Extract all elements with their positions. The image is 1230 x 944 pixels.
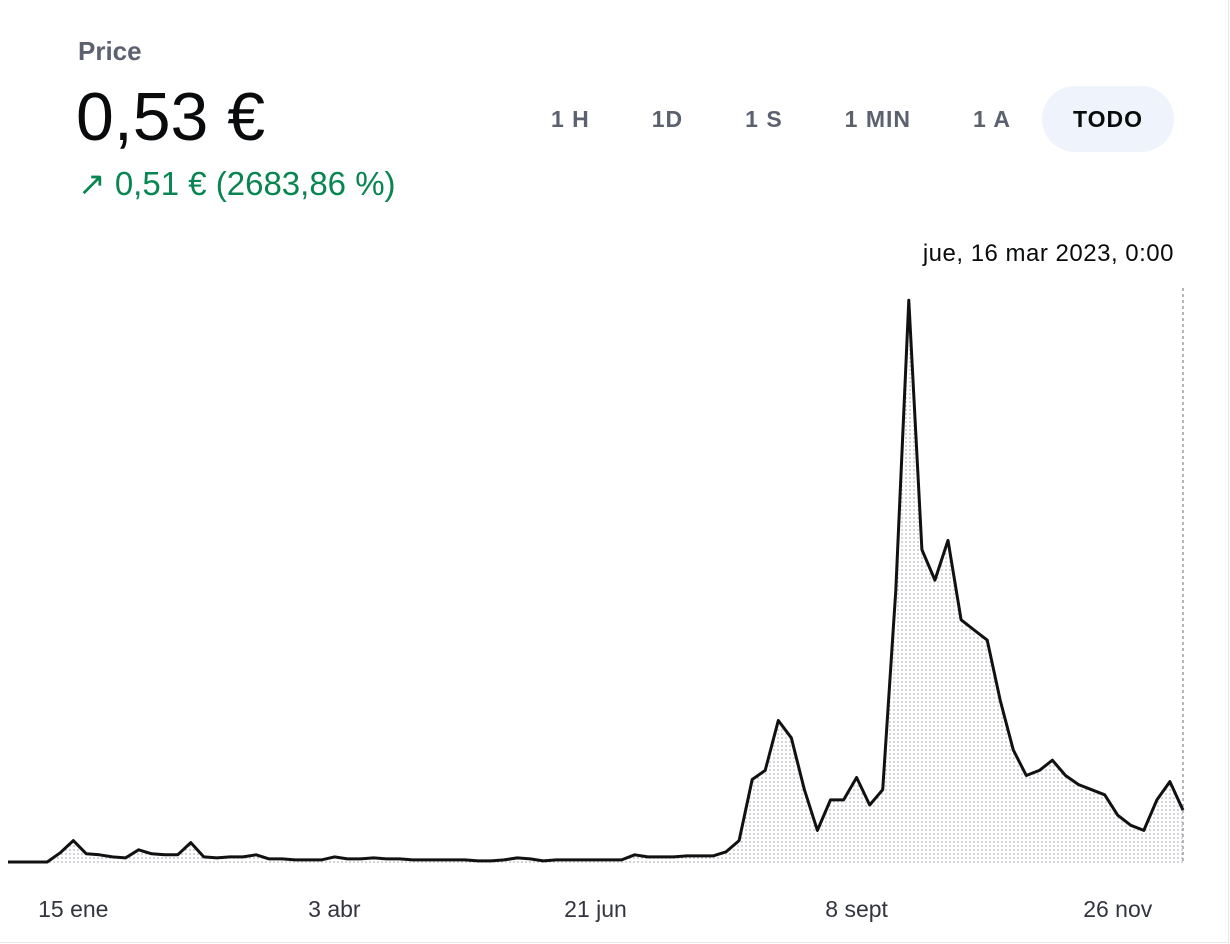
- range-button[interactable]: 1D: [651, 106, 684, 132]
- price-line: [8, 298, 1185, 864]
- x-tick-label: 3 abr: [308, 896, 361, 922]
- range-button[interactable]: TODO: [1041, 86, 1174, 152]
- change-arrow: ↗: [78, 165, 106, 202]
- x-tick-label: 26 nov: [1083, 896, 1153, 922]
- x-tick-label: 21 jun: [564, 896, 627, 922]
- x-tick-label: 15 ene: [38, 896, 108, 922]
- area: [8, 300, 1183, 864]
- tooltip-date: jue, 16 mar 2023, 0:00: [922, 240, 1174, 267]
- range-button[interactable]: 1 H: [550, 106, 590, 132]
- range-button[interactable]: 1 MIN: [844, 106, 912, 132]
- price: 0,53 €: [76, 79, 266, 155]
- price-label: Price: [78, 36, 142, 66]
- range-button[interactable]: 1 A: [973, 106, 1011, 132]
- price-change: ↗ 0,51 € (2683,86 %): [78, 164, 396, 203]
- range-button[interactable]: 1 S: [745, 106, 783, 132]
- range-selector: 1 H 1D 1 S 1 MIN 1 A TODO: [520, 86, 1174, 152]
- change-text: 0,51 € (2683,86 %): [114, 165, 396, 202]
- x-tick-label: 8 sept: [825, 896, 888, 922]
